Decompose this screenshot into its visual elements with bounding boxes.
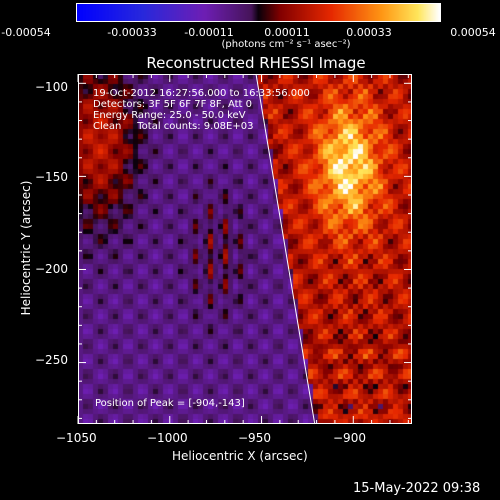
plot-area: 19-Oct-2012 16:27:56.000 to 16:33:56.000… [77,73,412,425]
annotation-detectors: Detectors: 3F 5F 6F 7F 8F, Att 0 [93,99,253,110]
y-tick-label: −150 [35,170,68,184]
x-tick-label: −1050 [56,431,97,445]
x-tick-label: −900 [333,431,366,445]
solar-limb-line [255,73,316,425]
heatmap-image [78,74,412,424]
chart-title: Reconstructed RHESSI Image [146,54,366,72]
colorbar [76,3,441,22]
x-axis-title: Heliocentric X (arcsec) [172,449,308,463]
colorbar-units-label: (photons cm⁻² s⁻¹ asec⁻²) [221,39,351,50]
annotation-time-range: 19-Oct-2012 16:27:56.000 to 16:33:56.000 [93,88,310,99]
colorbar-tick-label: 0.00033 [346,26,392,39]
annotation-energy-range: Energy Range: 25.0 - 50.0 keV [93,110,246,121]
plot-frame [78,74,412,424]
plot-overlay [77,73,412,425]
x-tick-label: −950 [238,431,271,445]
colorbar-tick-label: -0.00011 [184,26,234,39]
y-tick-label: −200 [35,262,68,276]
annotation-peak-position: Position of Peak = [-904,-143] [95,398,245,409]
colorbar-tick-label: 0.00011 [264,26,310,39]
y-tick-label: −250 [35,353,68,367]
x-tick-label: −1000 [147,431,188,445]
footer-timestamp: 15-May-2022 09:38 [353,481,481,496]
axis-ticks [77,74,412,424]
colorbar-tick-label: 0.00054 [450,26,496,39]
annotation-clean-counts: Clean Total counts: 9.08E+03 [93,121,254,132]
colorbar-tick-label: -0.00054 [1,26,51,39]
y-axis-title: Heliocentric Y (arcsec) [19,180,33,316]
y-tick-label: −100 [35,80,68,94]
colorbar-tick-label: -0.00033 [107,26,157,39]
